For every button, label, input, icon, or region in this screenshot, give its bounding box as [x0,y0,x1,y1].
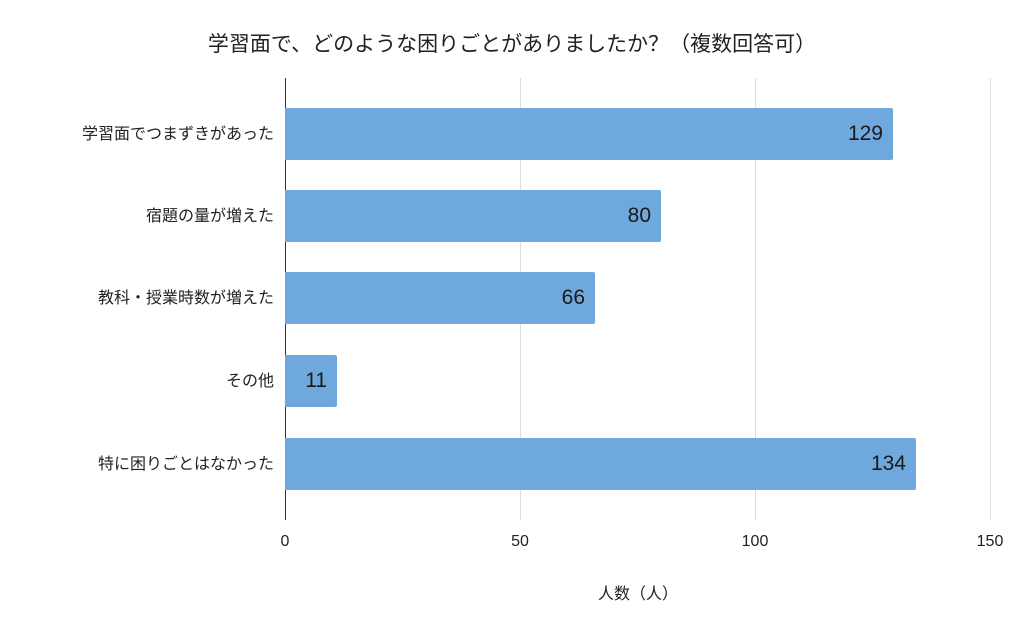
category-label-4: 特に困りごとはなかった [97,454,274,473]
x-tick-50: 50 [511,533,529,550]
bar-0: 129 [285,108,893,160]
category-label-0: 学習面でつまずきがあった [81,124,274,143]
bar-value-4: 134 [870,452,906,475]
gridline-100 [755,78,756,520]
x-tick-150: 150 [976,533,1004,550]
bar-value-3: 11 [305,369,327,392]
x-tick-100: 100 [741,533,769,550]
bar-3: 11 [285,355,337,407]
bar-value-0: 129 [847,122,883,145]
bar-2: 66 [285,272,595,324]
chart-title: 学習面で、どのような困りごとがありましたか？（複数回答可） [207,32,817,56]
x-axis-label: 人数（人） [597,584,678,603]
bar-4: 134 [285,438,916,490]
x-tick-0: 0 [280,533,290,550]
bar-1: 80 [285,190,661,242]
gridline-150 [990,78,991,520]
bar-value-2: 66 [561,286,585,309]
category-label-3: その他 [225,371,274,390]
category-label-1: 宿題の量が増えた [145,206,274,225]
bar-value-1: 80 [627,204,651,227]
plot-area: 129 80 66 11 134 [285,78,991,520]
category-label-2: 教科・授業時数が増えた [97,288,274,307]
